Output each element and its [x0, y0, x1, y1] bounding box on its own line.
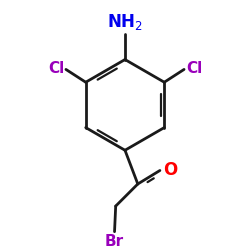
Text: Br: Br — [105, 234, 124, 248]
Text: Cl: Cl — [48, 61, 64, 76]
Text: NH$_2$: NH$_2$ — [107, 12, 143, 32]
Text: Cl: Cl — [186, 61, 202, 76]
Text: O: O — [163, 161, 177, 179]
